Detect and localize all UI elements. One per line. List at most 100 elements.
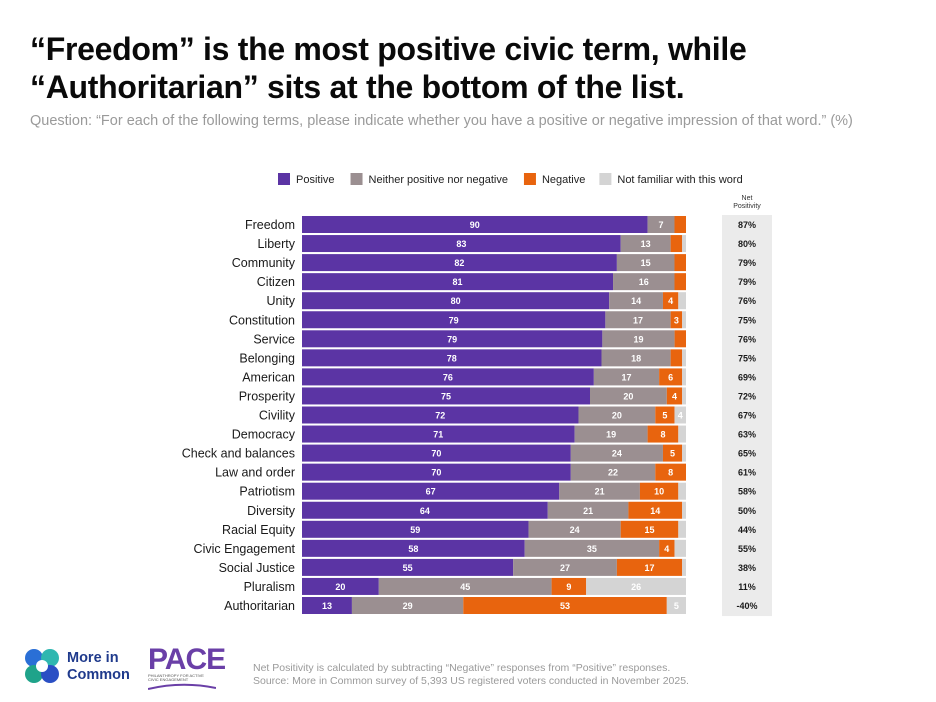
bar-segment-not-familiar-with-this-word (682, 444, 686, 462)
bar-segment-not-familiar-with-this-word (666, 597, 686, 614)
bar-value-label: 4 (664, 544, 669, 554)
net-positivity-value: 58% (738, 487, 756, 497)
bar-segment-positive (302, 349, 602, 367)
category-label: Belonging (239, 351, 295, 365)
bar-segment-positive (302, 235, 621, 253)
net-positivity-value: 67% (738, 411, 756, 421)
net-positivity-value: 76% (738, 334, 756, 344)
bar-segment-negative (670, 311, 683, 329)
bar-segment-negative (674, 330, 686, 348)
legend-swatch-1 (350, 173, 363, 185)
bar-segment-neither-positive-nor-negative (570, 444, 663, 462)
bar-segment-positive (302, 577, 379, 595)
bar-value-label: 21 (595, 487, 605, 497)
bar-segment-not-familiar-with-this-word (682, 311, 686, 329)
bar-value-label: 10 (654, 487, 664, 497)
bar-value-label: 21 (583, 506, 593, 516)
bar-segment-neither-positive-nor-negative (602, 330, 675, 348)
bar-value-label: 24 (570, 525, 580, 535)
bar-segment-positive (302, 558, 514, 576)
category-label: Citizen (257, 275, 295, 289)
bar-segment-neither-positive-nor-negative (547, 501, 629, 519)
bar-value-label: 64 (420, 506, 430, 516)
bar-segment-negative (659, 539, 675, 557)
bar-segment-neither-positive-nor-negative (593, 368, 660, 386)
net-positivity-header-line-2: Positivity (733, 203, 761, 210)
pace-swoosh-icon (148, 683, 216, 690)
category-label: Constitution (229, 313, 295, 327)
bar-segment-positive (302, 520, 529, 538)
bar-value-label: 4 (668, 296, 673, 306)
bar-value-label: 83 (456, 239, 466, 249)
bar-segment-negative (620, 520, 679, 538)
net-positivity-value: 87% (738, 220, 756, 230)
bar-value-label: 24 (612, 449, 622, 459)
category-label: Civility (259, 409, 296, 423)
bar-value-label: 59 (410, 525, 420, 535)
net-positivity-value: 72% (738, 391, 756, 401)
bar-value-label: 45 (460, 582, 470, 592)
bar-segment-neither-positive-nor-negative (620, 235, 671, 253)
bar-value-label: 70 (431, 468, 441, 478)
bar-segment-neither-positive-nor-negative (590, 387, 667, 405)
bar-segment-neither-positive-nor-negative (574, 425, 648, 443)
more-in-common-wordmark: More in Common (67, 650, 130, 684)
net-positivity-value: 44% (738, 525, 756, 535)
bar-segment-positive (302, 501, 548, 519)
net-positivity-value: 69% (738, 372, 756, 382)
bar-value-label: 6 (668, 372, 673, 382)
category-label: Racial Equity (222, 523, 296, 537)
net-positivity-value: 38% (738, 563, 756, 573)
category-label: Prosperity (239, 389, 296, 403)
category-label: Civic Engagement (194, 542, 296, 556)
bar-segment-not-familiar-with-this-word (678, 292, 686, 310)
bar-value-label: 72 (435, 411, 445, 421)
category-label: Service (253, 332, 295, 346)
bar-segment-positive (302, 425, 575, 443)
bar-segment-negative (662, 444, 683, 462)
category-label: Community (232, 256, 296, 270)
legend-swatch-3 (599, 173, 612, 185)
bar-segment-negative (674, 273, 686, 291)
bar-value-label: 79 (447, 334, 457, 344)
bar-segment-negative (647, 425, 679, 443)
bar-segment-not-familiar-with-this-word (674, 539, 686, 557)
net-positivity-value: -40% (736, 601, 757, 611)
bar-value-label: 55 (403, 563, 413, 573)
bar-segment-positive (302, 597, 352, 614)
bar-segment-not-familiar-with-this-word (682, 501, 686, 519)
category-label: American (242, 370, 295, 384)
bar-value-label: 35 (587, 544, 597, 554)
more-in-common-logo-icon (25, 649, 59, 683)
net-positivity-value: 50% (738, 506, 756, 516)
bar-segment-positive (302, 539, 525, 557)
net-positivity-value: 79% (738, 258, 756, 268)
bar-segment-positive (302, 482, 560, 500)
pace-logo: PACE PHILANTHROPY FOR ACTIVE CIVIC ENGAG… (148, 645, 226, 691)
bar-segment-positive (302, 330, 603, 348)
legend-swatch-2 (523, 173, 536, 185)
net-positivity-value: 65% (738, 449, 756, 459)
bar-value-label: 17 (621, 372, 631, 382)
bar-value-label: 15 (645, 525, 655, 535)
bar-segment-negative (551, 577, 587, 595)
category-label: Check and balances (182, 447, 295, 461)
bar-segment-negative (670, 235, 683, 253)
bar-value-label: 5 (674, 601, 679, 611)
bar-value-label: 27 (560, 563, 570, 573)
net-positivity-value: 63% (738, 430, 756, 440)
bar-value-label: 15 (641, 258, 651, 268)
net-positivity-column-bg (722, 215, 772, 617)
bar-value-label: 7 (659, 220, 664, 230)
bar-value-label: 75 (441, 391, 451, 401)
bar-segment-neither-positive-nor-negative (616, 254, 675, 272)
mic-line-1: More in (67, 650, 119, 666)
title-line-1: “Freedom” is the most positive civic ter… (30, 31, 747, 67)
bar-segment-not-familiar-with-this-word (682, 349, 686, 367)
bar-segment-negative (655, 463, 686, 481)
category-label: Pluralism (244, 580, 295, 594)
bar-value-label: 81 (453, 277, 463, 287)
bar-segment-not-familiar-with-this-word (682, 368, 686, 386)
bar-segment-neither-positive-nor-negative (559, 482, 640, 500)
category-label: Diversity (247, 504, 296, 518)
